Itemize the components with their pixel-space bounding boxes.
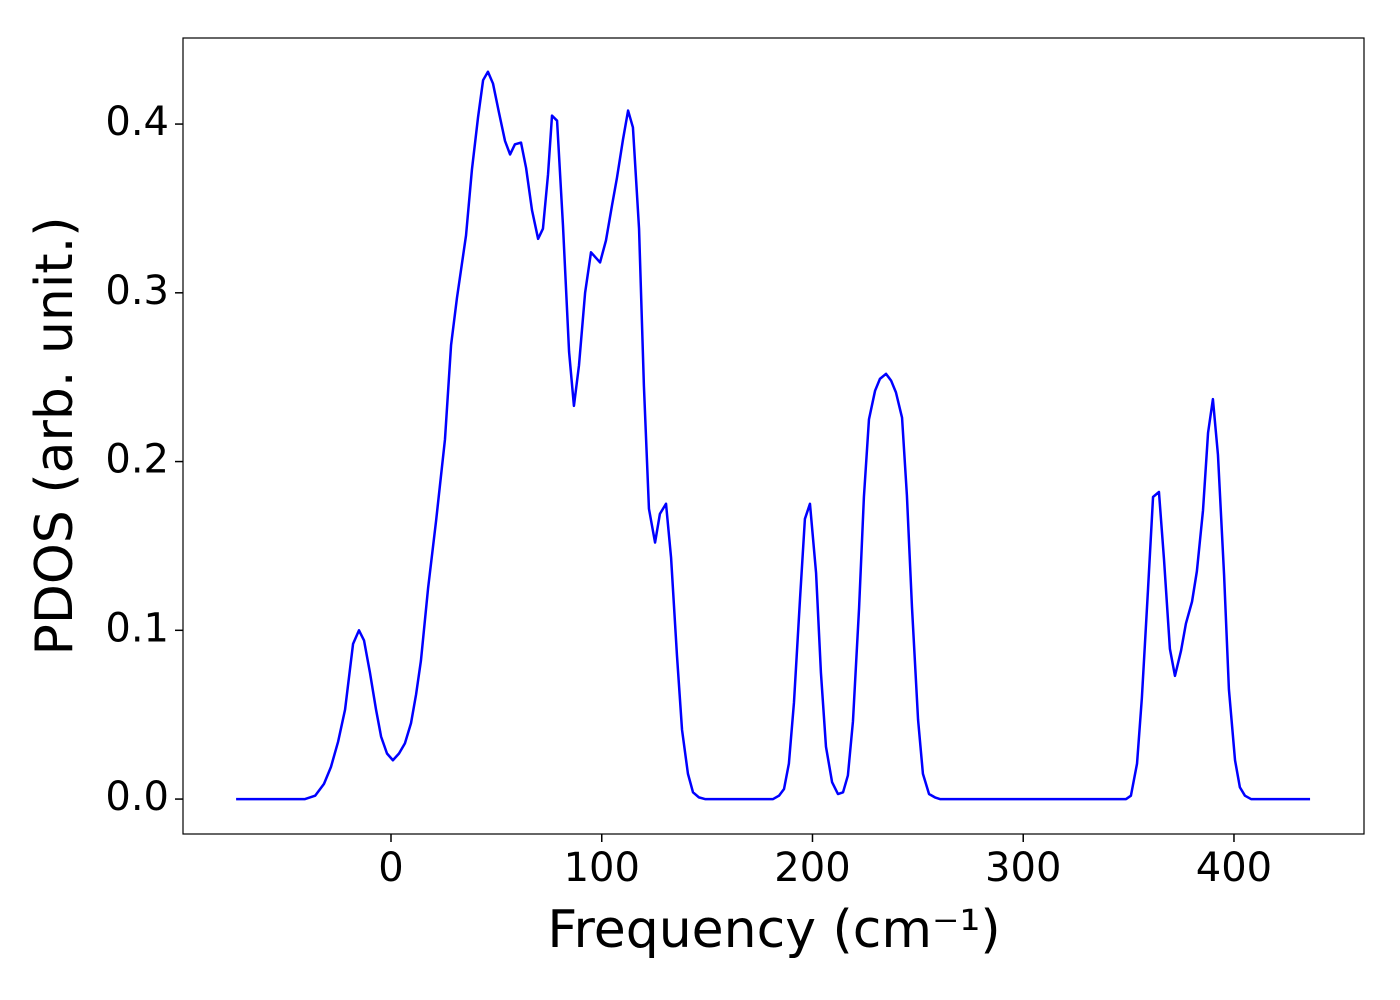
y-tick-label: 0.1 xyxy=(105,605,169,651)
x-tick-label: 0 xyxy=(378,845,403,891)
x-axis-label: Frequency (cm⁻¹) xyxy=(547,900,1000,960)
x-tick-label: 100 xyxy=(564,845,640,891)
y-tick-label: 0.3 xyxy=(105,268,169,314)
x-tick-label: 400 xyxy=(1196,845,1272,891)
x-tick-label: 200 xyxy=(774,845,850,891)
y-tick-label: 0.2 xyxy=(105,437,169,483)
y-tick-label: 0.0 xyxy=(105,774,169,820)
plot-frame xyxy=(182,37,1365,835)
x-tick-label: 300 xyxy=(985,845,1061,891)
y-axis-label: PDOS (arb. unit.) xyxy=(25,216,85,655)
y-tick-label: 0.4 xyxy=(105,99,169,145)
data-line xyxy=(236,70,1311,801)
